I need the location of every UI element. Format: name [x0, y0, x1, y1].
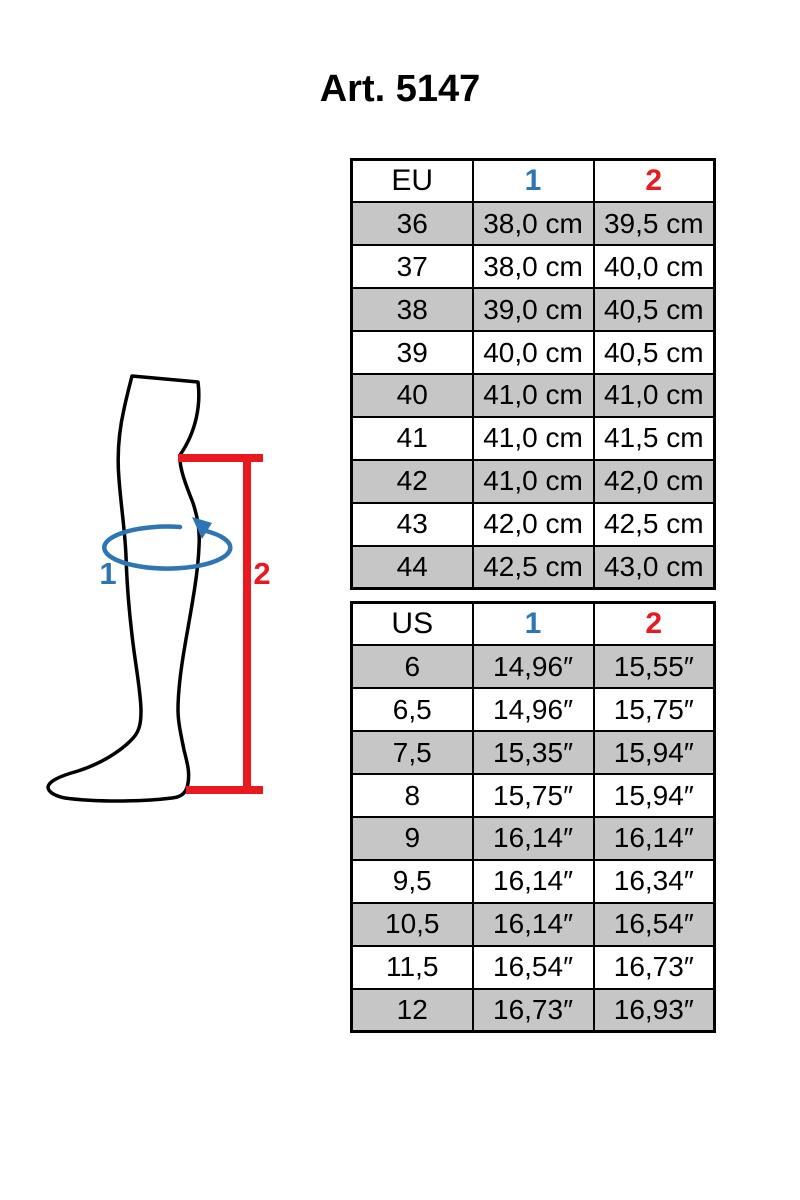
circumference-label: 1 [99, 556, 116, 591]
table-cell: 14,96″ [471, 687, 595, 733]
table-cell: 15,94″ [592, 773, 716, 818]
table-cell: 15,75″ [471, 773, 595, 818]
table-cell: 16,34″ [592, 858, 716, 904]
table-cell: 38,0 cm [471, 244, 595, 290]
page-title: Art. 5147 [319, 68, 481, 110]
table-cell: 9 [350, 815, 474, 861]
table-cell: 41,0 cm [592, 372, 716, 418]
table-cell: 15,94″ [592, 730, 716, 776]
table-row: 11,5 16,54″ 16,73″ [350, 944, 716, 990]
col2-header-cell: 2 [592, 601, 716, 647]
table-row: 39 40,0 cm 40,5 cm [350, 330, 716, 375]
eu-table-header: EU 1 2 [350, 158, 716, 204]
table-row: 36 38,0 cm 39,5 cm [350, 201, 716, 247]
table-cell: 39,0 cm [471, 287, 595, 333]
table-cell: 43,0 cm [592, 544, 716, 590]
height-label: 2 [253, 556, 270, 591]
table-cell: 15,35″ [471, 730, 595, 776]
table-cell: 40 [350, 372, 474, 418]
table-cell: 41 [350, 415, 474, 461]
table-cell: 37 [350, 244, 474, 290]
table-row: 37 38,0 cm 40,0 cm [350, 244, 716, 290]
table-cell: 16,93″ [592, 987, 716, 1033]
circumference-arrowhead-icon [192, 517, 212, 539]
leg-measurement-diagram: 1 2 [46, 374, 271, 803]
table-cell: 41,0 cm [471, 458, 595, 504]
table-cell: 15,55″ [592, 644, 716, 690]
us-size-table: US 1 2 6 14,96″ 15,55″ 6,5 14,96″ 15,75″ 7,5 15… [350, 601, 716, 1033]
table-cell: 41,0 cm [471, 415, 595, 461]
table-row: 10,5 16,14″ 16,54″ [350, 901, 716, 947]
table-cell: 38,0 cm [471, 201, 595, 247]
table-cell: 16,14″ [471, 858, 595, 904]
table-cell: 7,5 [350, 730, 474, 776]
table-header-row: US 1 2 [350, 601, 716, 647]
table-cell: 39,5 cm [592, 201, 716, 247]
table-cell: 9,5 [350, 858, 474, 904]
table-cell: 16,73″ [471, 987, 595, 1033]
table-cell: 16,54″ [592, 901, 716, 947]
table-row: 9 16,14″ 16,14″ [350, 815, 716, 861]
table-row: 9,5 16,14″ 16,34″ [350, 858, 716, 904]
eu-table-body: 36 38,0 cm 39,5 cm 37 38,0 cm 40,0 cm 38 39,0 c… [350, 201, 716, 590]
table-cell: 16,14″ [471, 815, 595, 861]
table-cell: 44 [350, 544, 474, 590]
table-cell: 39 [350, 330, 474, 375]
table-cell: 42,5 cm [471, 544, 595, 590]
table-cell: 15,75″ [592, 687, 716, 733]
eu-size-table: EU 1 2 36 38,0 cm 39,5 cm 37 38,0 cm 40,0 cm 3… [350, 158, 716, 590]
table-row: 38 39,0 cm 40,5 cm [350, 287, 716, 333]
table-cell: 41,5 cm [592, 415, 716, 461]
table-cell: 40,5 cm [592, 287, 716, 333]
boot-height-indicator [178, 454, 263, 794]
table-row: 41 41,0 cm 41,5 cm [350, 415, 716, 461]
table-row: 6 14,96″ 15,55″ [350, 644, 716, 690]
calf-circumference-indicator [102, 517, 233, 571]
table-cell: 42,5 cm [592, 501, 716, 547]
us-table-header: US 1 2 [350, 601, 716, 647]
table-cell: 42 [350, 458, 474, 504]
table-row: 40 41,0 cm 41,0 cm [350, 372, 716, 418]
table-cell: 10,5 [350, 901, 474, 947]
table-row: 43 42,0 cm 42,5 cm [350, 501, 716, 547]
table-row: 12 16,73″ 16,93″ [350, 987, 716, 1033]
table-cell: 42,0 cm [592, 458, 716, 504]
table-cell: 16,14″ [592, 815, 716, 861]
table-cell: 16,14″ [471, 901, 595, 947]
table-cell: 6 [350, 644, 474, 690]
leg-outline [46, 374, 201, 803]
table-cell: 38 [350, 287, 474, 333]
table-row: 44 42,5 cm 43,0 cm [350, 544, 716, 590]
table-cell: 12 [350, 987, 474, 1033]
circumference-ellipse-arrow [102, 524, 233, 571]
table-cell: 14,96″ [471, 644, 595, 690]
eu-header-cell: EU [350, 158, 474, 204]
us-header-cell: US [350, 601, 474, 647]
table-cell: 40,5 cm [592, 330, 716, 375]
table-cell: 43 [350, 501, 474, 547]
table-cell: 16,73″ [592, 944, 716, 990]
us-table-body: 6 14,96″ 15,55″ 6,5 14,96″ 15,75″ 7,5 15,35″ 15,… [350, 644, 716, 1033]
table-row: 7,5 15,35″ 15,94″ [350, 730, 716, 776]
table-cell: 36 [350, 201, 474, 247]
table-header-row: EU 1 2 [350, 158, 716, 204]
table-row: 6,5 14,96″ 15,75″ [350, 687, 716, 733]
table-cell: 40,0 cm [592, 244, 716, 290]
table-cell: 11,5 [350, 944, 474, 990]
table-row: 42 41,0 cm 42,0 cm [350, 458, 716, 504]
table-cell: 16,54″ [471, 944, 595, 990]
table-cell: 42,0 cm [471, 501, 595, 547]
table-cell: 40,0 cm [471, 330, 595, 375]
table-row: 8 15,75″ 15,94″ [350, 773, 716, 818]
col2-header-cell: 2 [592, 158, 716, 204]
col1-header-cell: 1 [471, 158, 595, 204]
table-cell: 41,0 cm [471, 372, 595, 418]
col1-header-cell: 1 [471, 601, 595, 647]
table-cell: 6,5 [350, 687, 474, 733]
table-cell: 8 [350, 773, 474, 818]
